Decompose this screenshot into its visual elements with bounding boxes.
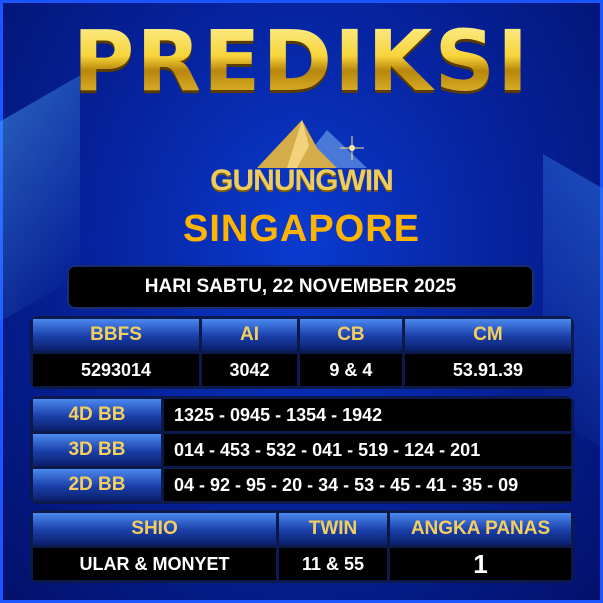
header-ai: AI bbox=[202, 319, 297, 351]
page-title: PREDIKSI bbox=[0, 12, 603, 110]
header-shio: SHIO bbox=[33, 513, 276, 545]
brand-name: GUNUNGWIN bbox=[210, 164, 394, 197]
value-cm: 53.91.39 bbox=[404, 354, 571, 386]
header-twin: TWIN bbox=[279, 513, 387, 545]
label-3d-bb: 3D BB bbox=[33, 434, 161, 466]
extra-table: SHIO TWIN ANGKA PANAS ULAR & MONYET 11 & 55… bbox=[30, 510, 574, 583]
table-row: 3D BB 014 - 453 - 532 - 041 - 519 - 124 -… bbox=[33, 434, 571, 466]
market-name: SINGAPORE bbox=[182, 208, 421, 250]
header-bbfs: BBFS bbox=[33, 319, 200, 351]
header-cb: CB bbox=[299, 319, 402, 351]
value-4d-bb: 1325 - 0945 - 1354 - 1942 bbox=[164, 399, 571, 431]
value-cb: 9 & 4 bbox=[299, 354, 402, 386]
value-twin: 11 & 55 bbox=[279, 548, 387, 580]
table-row: 4D BB 1325 - 0945 - 1354 - 1942 bbox=[33, 399, 571, 431]
value-shio: ULAR & MONYET bbox=[33, 548, 276, 580]
brand-logo: GUNUNGWIN bbox=[0, 118, 603, 198]
table-row: 2D BB 04 - 92 - 95 - 20 - 34 - 53 - 45 - … bbox=[33, 469, 571, 501]
date-banner: HARI SABTU, 22 NOVEMBER 2025 bbox=[67, 265, 534, 309]
value-ai: 3042 bbox=[202, 354, 297, 386]
header-cm: CM bbox=[404, 319, 571, 351]
value-bbfs: 5293014 bbox=[33, 354, 200, 386]
main-prediction-table: BBFS AI CB CM 5293014 3042 9 & 4 53.91.39 bbox=[30, 316, 574, 389]
value-2d-bb: 04 - 92 - 95 - 20 - 34 - 53 - 45 - 41 - … bbox=[164, 469, 571, 501]
value-angka-panas: 1 bbox=[390, 548, 571, 580]
label-2d-bb: 2D BB bbox=[33, 469, 161, 501]
value-3d-bb: 014 - 453 - 532 - 041 - 519 - 124 - 201 bbox=[164, 434, 571, 466]
bb-table: 4D BB 1325 - 0945 - 1354 - 1942 3D BB 014 … bbox=[30, 396, 574, 504]
mountain-logo-icon bbox=[256, 120, 367, 168]
label-4d-bb: 4D BB bbox=[33, 399, 161, 431]
header-angka-panas: ANGKA PANAS bbox=[390, 513, 571, 545]
